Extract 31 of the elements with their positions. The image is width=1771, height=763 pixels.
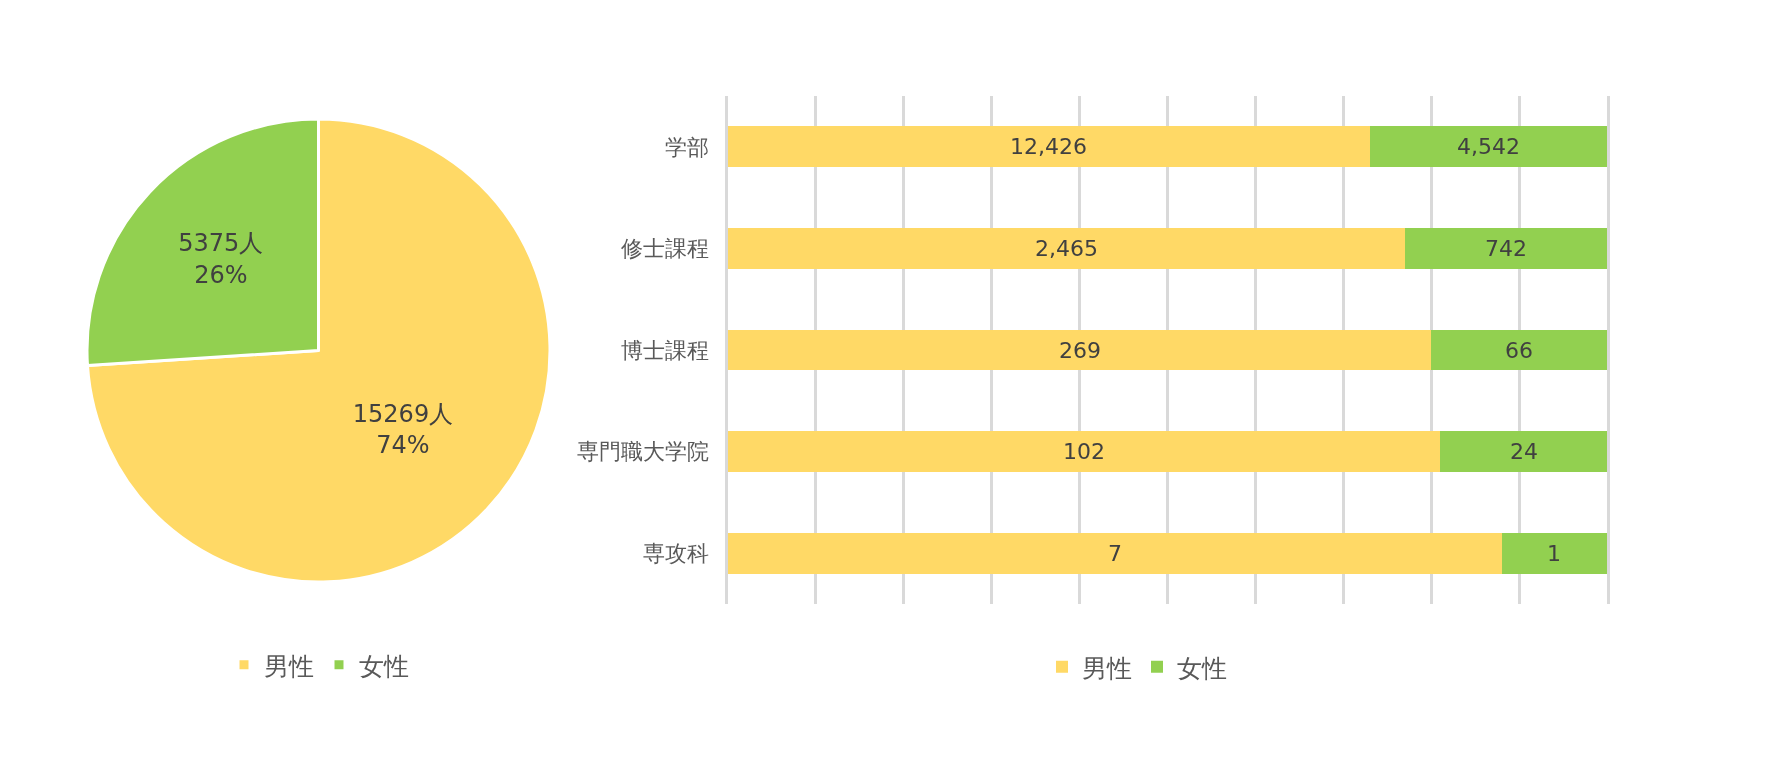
legend-label: 男性 <box>1082 653 1132 683</box>
annotation: 24 <box>1510 439 1538 464</box>
bar <box>1404 228 1607 269</box>
annotation: 7 <box>1108 541 1122 566</box>
bar <box>1369 126 1607 168</box>
legend-label: 男性 <box>264 651 314 681</box>
annotation: 102 <box>1063 439 1105 464</box>
bar <box>1439 431 1607 472</box>
annotation: 742 <box>1485 236 1527 261</box>
bar <box>728 228 1405 269</box>
legend-label: 女性 <box>359 651 409 681</box>
bar <box>728 329 1432 371</box>
bar <box>728 126 1370 168</box>
bar <box>728 532 1502 574</box>
annotation: 12,426 <box>1010 134 1087 159</box>
y-tick-label: 修士課程 <box>620 236 709 262</box>
bar <box>1501 532 1607 574</box>
annotation: 66 <box>1505 338 1533 363</box>
data-label: 15269人 74% <box>352 400 454 460</box>
bar <box>1431 329 1607 371</box>
annotation: 1 <box>1547 541 1561 566</box>
y-tick-label: 専攻科 <box>642 540 709 566</box>
y-tick-label: 博士課程 <box>620 337 709 363</box>
y-tick-label: 専門職大学院 <box>576 439 709 465</box>
data-label: 5375人 26% <box>178 229 264 289</box>
annotation: 2,465 <box>1035 236 1098 261</box>
annotation: 269 <box>1059 338 1101 363</box>
y-tick-label: 学部 <box>664 134 709 160</box>
annotation: 4,542 <box>1457 134 1520 159</box>
bar <box>728 431 1440 472</box>
legend-label: 女性 <box>1177 653 1227 683</box>
